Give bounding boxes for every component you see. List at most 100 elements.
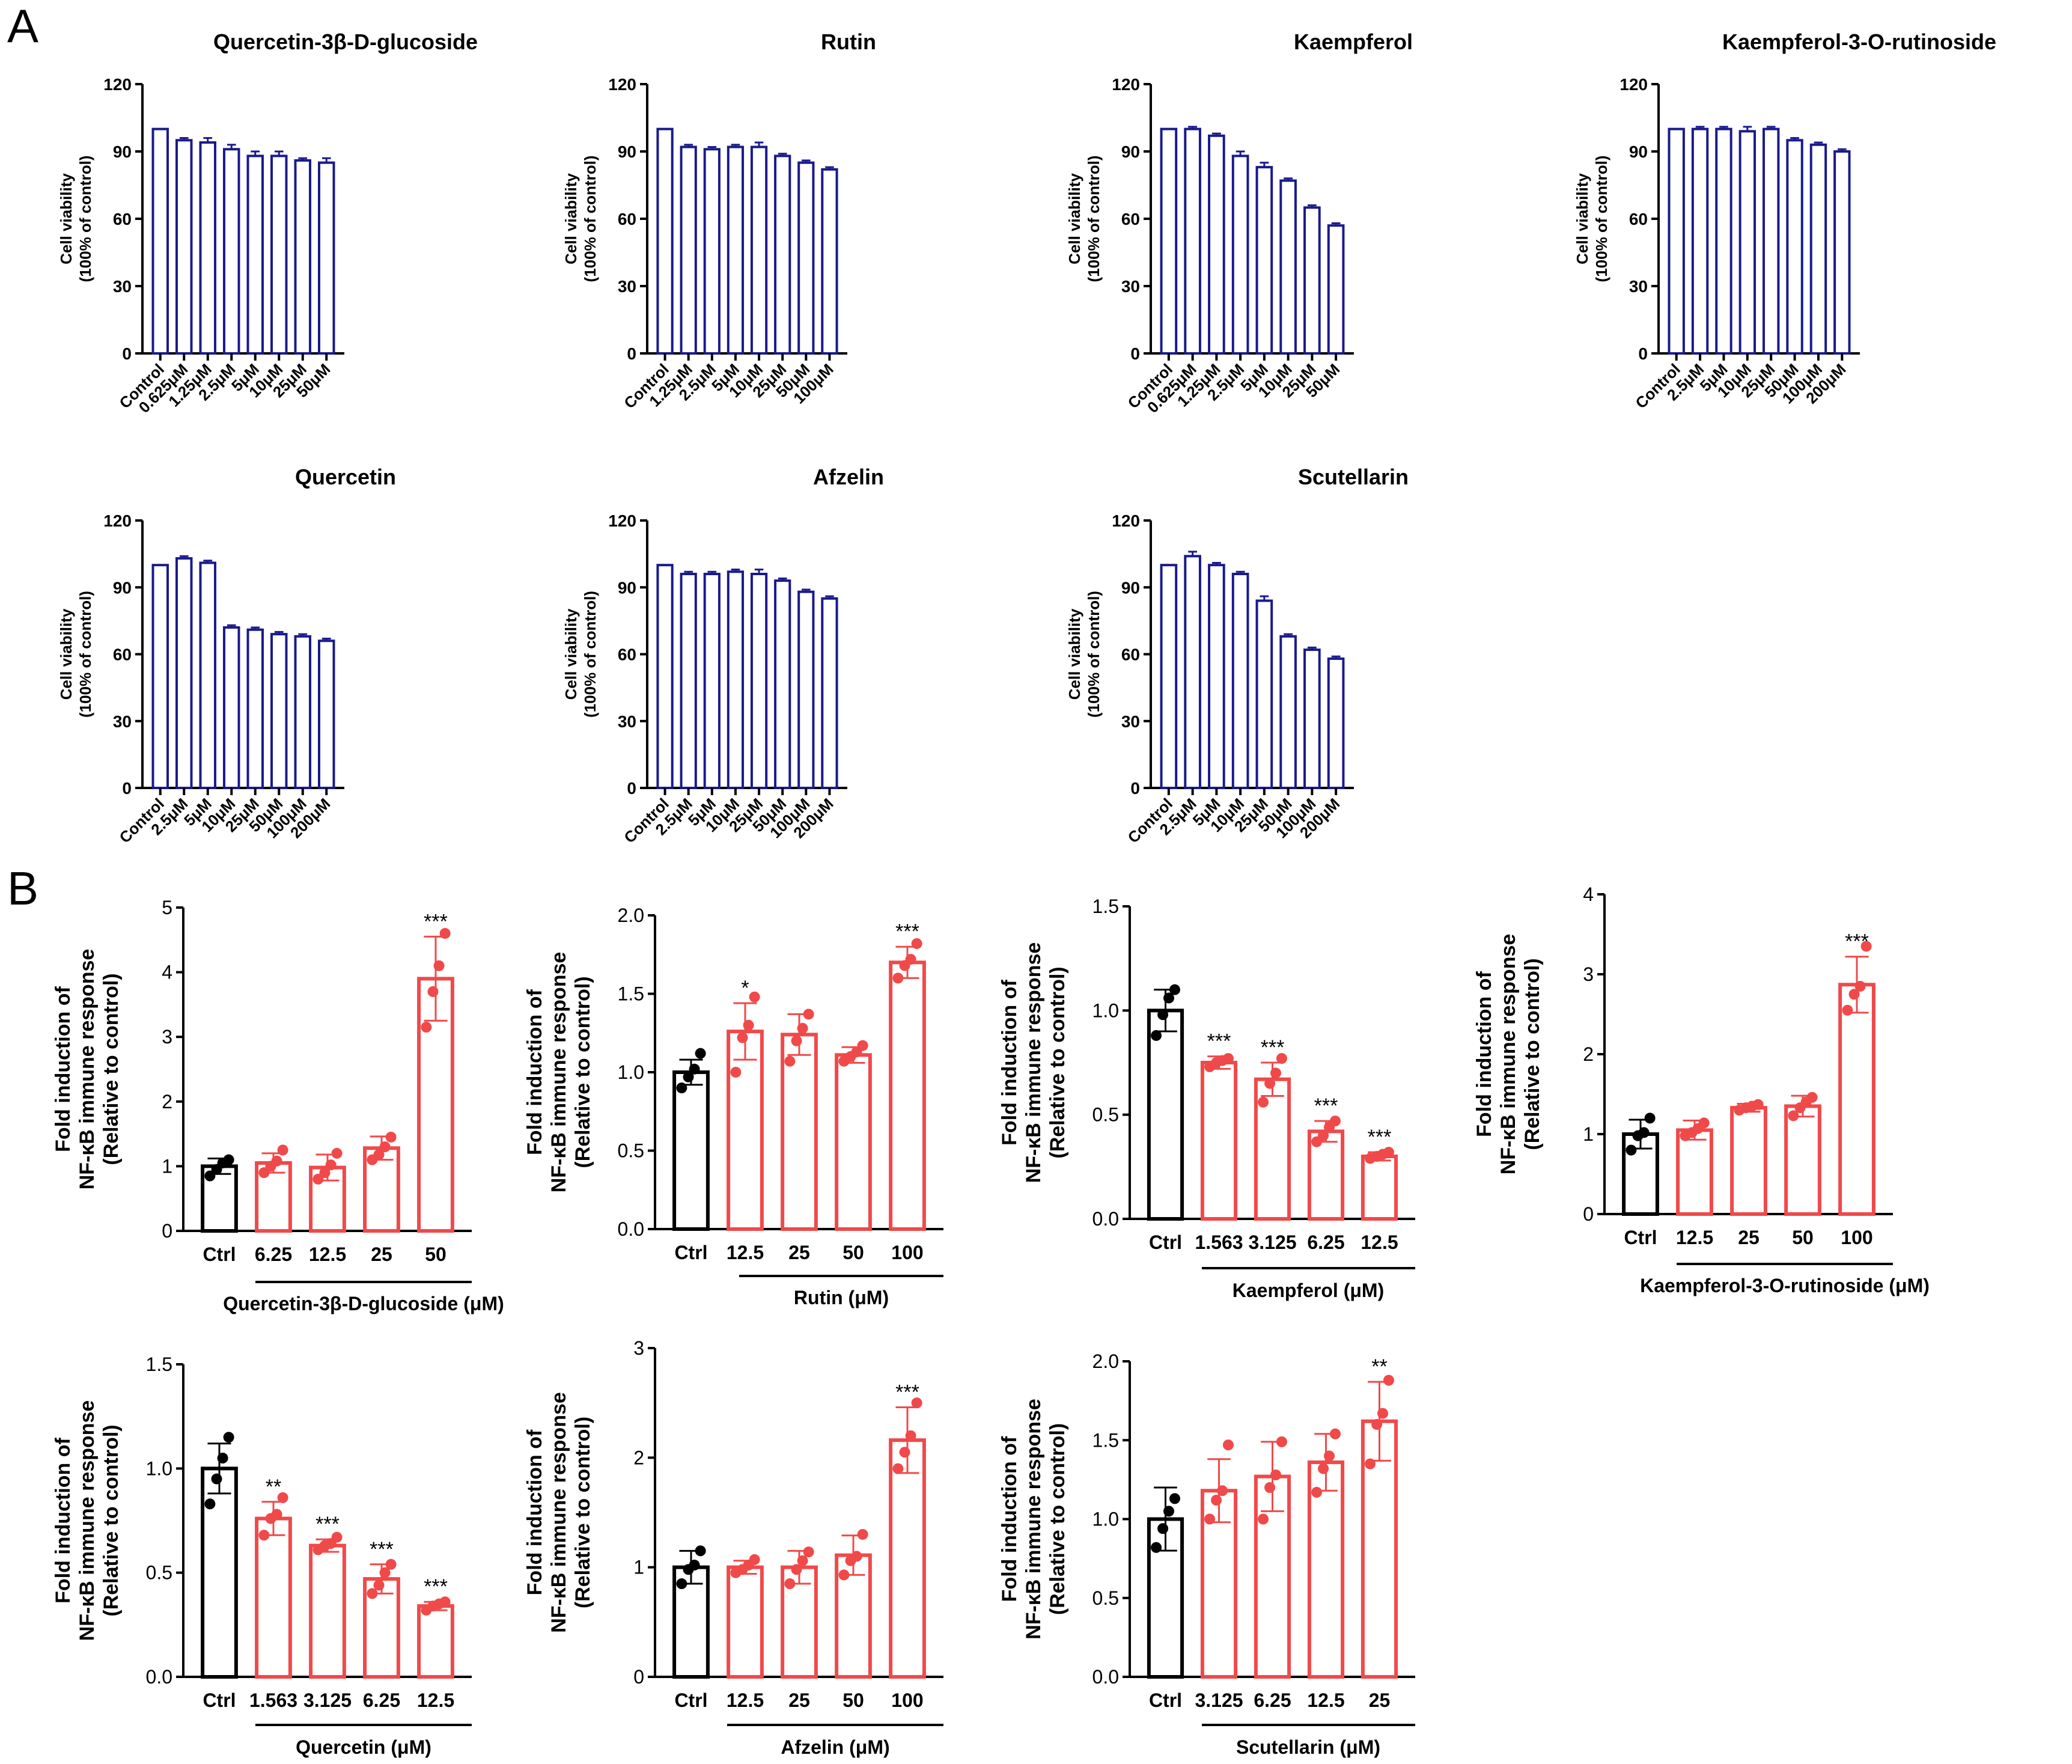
significance-label: *** <box>1261 1036 1285 1059</box>
chart-b-5: 0 1 2 3 Fold induction of NF-κB immune respon… <box>523 1337 943 1758</box>
x-tick-label: 6.25 <box>363 1689 400 1711</box>
data-point <box>1264 1078 1276 1089</box>
bar <box>1784 1104 1821 1216</box>
x-tick-label: 12.5 <box>309 1244 346 1265</box>
bar <box>750 573 768 789</box>
x-tick-label: 50 <box>1792 1227 1814 1248</box>
bar <box>703 148 721 355</box>
bar <box>1838 983 1875 1216</box>
y-axis-label-line2: (100% of control) <box>1085 156 1103 282</box>
chart-a-6: Scutellarin 0 30 60 90 120 Cell viability (100%… <box>1065 465 1409 847</box>
bar <box>656 127 674 355</box>
y-tick-label: 1.5 <box>1092 1429 1119 1451</box>
significance-label: ** <box>1371 1355 1387 1378</box>
y-tick-label: 30 <box>1121 277 1140 296</box>
chart-title: Kaempferol-3-O-rutinoside <box>1722 29 1996 54</box>
x-axis-label: Kaempferol-3-O-rutinoside (μM) <box>1640 1275 1930 1296</box>
data-point <box>797 1555 808 1566</box>
bar <box>1691 127 1709 355</box>
bar <box>1231 154 1249 355</box>
bar <box>680 145 697 355</box>
x-tick-label: 3.125 <box>303 1689 352 1711</box>
x-axis-label: Quercetin (μM) <box>296 1736 431 1758</box>
y-tick-label: 0 <box>633 1666 644 1688</box>
data-point <box>1806 1091 1818 1103</box>
bar <box>750 145 768 355</box>
bar <box>774 154 791 355</box>
data-point <box>385 1558 397 1570</box>
y-tick-label: 0 <box>122 779 132 798</box>
x-axis-label: Quercetin-3β-D-glucoside (μM) <box>223 1293 504 1314</box>
data-point <box>683 1071 694 1082</box>
data-point <box>1276 1436 1287 1447</box>
bar <box>727 1030 764 1231</box>
x-tick-label: 100 <box>1841 1227 1872 1248</box>
y-tick-label: 1.5 <box>1092 896 1119 917</box>
data-point <box>1222 1439 1234 1451</box>
bar <box>797 161 815 355</box>
x-tick-label: 12.5 <box>727 1689 764 1711</box>
significance-label: *** <box>1368 1126 1392 1149</box>
bar <box>1327 657 1345 789</box>
data-point <box>319 1167 331 1179</box>
data-point <box>1204 1513 1216 1525</box>
x-tick-label: 12.5 <box>727 1242 764 1263</box>
y-axis-label: Cell viability <box>1065 173 1083 264</box>
chart-b-6: 0.0 0.5 1.0 1.5 2.0 Fold induction of NF-κB im… <box>998 1350 1415 1758</box>
y-axis-label-line2: (100% of control) <box>1592 156 1610 282</box>
y-tick-label: 1.0 <box>1092 999 1119 1021</box>
y-tick-label: 60 <box>113 645 132 664</box>
chart-title: Afzelin <box>813 465 884 489</box>
data-point <box>217 1453 228 1463</box>
bar <box>821 597 838 790</box>
y-tick-label: 1.5 <box>146 1354 172 1375</box>
bar <box>223 626 240 789</box>
x-tick-label: 25 <box>1369 1689 1391 1711</box>
data-point <box>1264 1482 1276 1493</box>
data-point <box>204 1498 216 1510</box>
bar <box>201 1466 238 1679</box>
data-point <box>791 1564 802 1575</box>
bar <box>1361 1155 1398 1221</box>
bar <box>199 561 216 789</box>
y-tick-label: 0 <box>1638 344 1648 363</box>
data-point <box>851 1551 862 1562</box>
x-tick-label: 12.5 <box>1361 1231 1398 1253</box>
data-point <box>367 1588 378 1599</box>
x-tick-label: 50 <box>843 1689 864 1711</box>
data-point <box>1276 1053 1287 1064</box>
y-tick-label: 120 <box>103 511 132 530</box>
data-point <box>899 1447 910 1458</box>
x-tick-label: 100 <box>891 1689 923 1711</box>
data-point <box>1258 1513 1269 1525</box>
data-point <box>433 960 445 971</box>
y-tick-label: 1 <box>633 1557 644 1578</box>
bar <box>151 564 169 790</box>
data-point <box>803 1009 814 1020</box>
significance-label: *** <box>315 1513 340 1536</box>
y-tick-label: 90 <box>113 142 132 161</box>
data-point <box>1329 1428 1341 1439</box>
data-point <box>695 1048 706 1059</box>
y-tick-label: 0 <box>627 779 636 798</box>
data-point <box>749 991 760 1003</box>
data-point <box>331 1531 343 1543</box>
data-point <box>379 1567 391 1578</box>
data-point <box>730 1067 742 1078</box>
data-point <box>911 938 922 949</box>
bar <box>1786 139 1803 355</box>
y-axis-label-line2: NF-κB immune response <box>76 949 99 1190</box>
chart-b-1: 0.0 0.5 1.0 1.5 2.0 Fold induction of NF-κB im… <box>523 905 943 1308</box>
chart-title: Scutellarin <box>1298 465 1409 489</box>
chart-title: Quercetin-3β-D-glucoside <box>213 29 478 54</box>
x-tick-label: 100 <box>891 1242 923 1263</box>
bar <box>1676 1128 1713 1216</box>
y-axis-label-line2: (100% of control) <box>581 591 599 718</box>
bar <box>1208 134 1225 355</box>
y-tick-label: 60 <box>1121 645 1140 664</box>
y-tick-label: 1 <box>1583 1123 1594 1145</box>
data-point <box>258 1167 270 1179</box>
data-point <box>1157 1009 1169 1021</box>
y-axis-label-line2: (100% of control) <box>76 156 94 282</box>
bar <box>1208 564 1225 790</box>
